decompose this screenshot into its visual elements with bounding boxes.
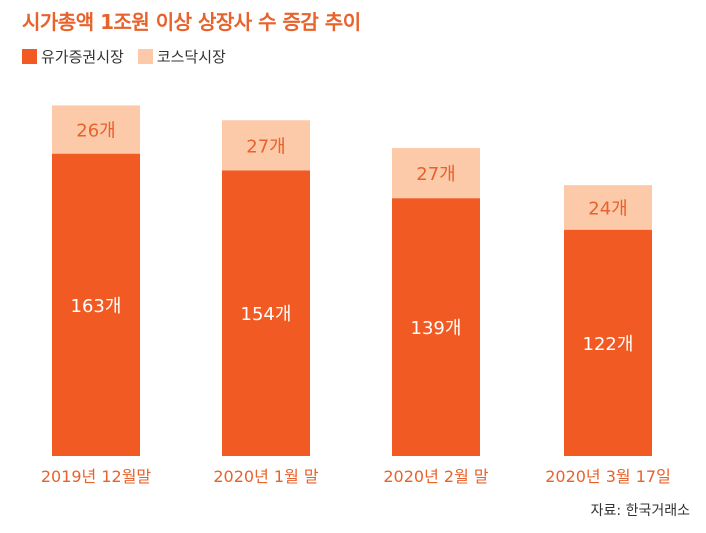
bar-kosdaq-3 — [564, 185, 652, 230]
data-label-kosdaq-1: 27개 — [246, 136, 285, 157]
bar-kospi-2 — [392, 198, 480, 456]
category-label-3: 2020년 3월 17일 — [545, 467, 671, 486]
data-label-kosdaq-0: 26개 — [76, 121, 115, 142]
chart-title: 시가총액 1조원 이상 상장사 수 증감 추이 — [22, 10, 361, 34]
data-label-kospi-3: 122개 — [583, 334, 634, 355]
legend: 유가증권시장 코스닥시장 — [22, 46, 240, 67]
data-label-kosdaq-3: 24개 — [588, 198, 627, 219]
data-label-kospi-0: 163개 — [71, 296, 122, 317]
legend-label-kosdaq: 코스닥시장 — [156, 48, 226, 66]
bar-kosdaq-0 — [52, 105, 140, 154]
category-label-2: 2020년 2월 말 — [383, 467, 489, 486]
data-label-kosdaq-2: 27개 — [416, 164, 455, 185]
bar-kospi-1 — [222, 170, 310, 456]
data-label-kospi-1: 154개 — [241, 304, 292, 325]
legend-item-kosdaq: 코스닥시장 — [137, 46, 226, 67]
legend-swatch-kosdaq — [137, 49, 153, 64]
bar-kosdaq-2 — [392, 148, 480, 199]
bar-kospi-0 — [52, 153, 140, 456]
source-note: 자료: 한국거래소 — [590, 503, 690, 519]
category-label-0: 2019년 12월말 — [41, 467, 152, 486]
data-label-kospi-2: 139개 — [411, 318, 462, 339]
legend-item-kospi: 유가증권시장 — [22, 46, 124, 67]
bar-kosdaq-1 — [222, 120, 310, 171]
legend-swatch-kospi — [22, 49, 37, 64]
legend-label-kospi: 유가증권시장 — [41, 48, 124, 66]
category-label-1: 2020년 1월 말 — [213, 467, 319, 486]
bar-kospi-3 — [564, 229, 652, 456]
